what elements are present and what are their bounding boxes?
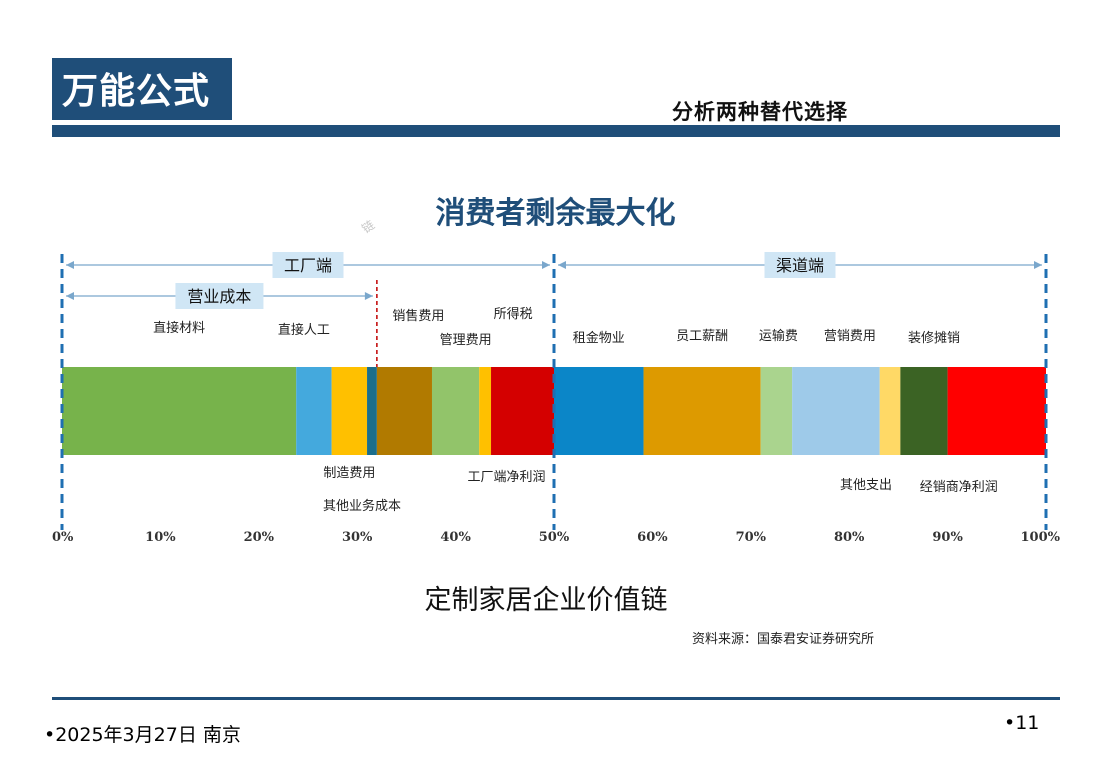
bar-segment [376, 367, 432, 455]
bar-segment [900, 367, 948, 455]
x-tick-label: 100% [1021, 530, 1061, 545]
segment-label: 其他业务成本 [323, 498, 401, 514]
span-label-box [272, 252, 344, 278]
span-arrow-head [558, 261, 566, 269]
x-tick-label: 70% [736, 530, 767, 545]
x-tick-label: 60% [637, 530, 668, 545]
bar-segment [760, 367, 793, 455]
span-arrow-head [1034, 261, 1042, 269]
x-tick-label: 50% [539, 530, 570, 545]
segment-label: 管理费用 [440, 333, 492, 348]
span-label-box [764, 252, 836, 278]
bar-segment [792, 367, 880, 455]
segment-label: 租金物业 [573, 330, 625, 346]
slide-subtitle: 分析两种替代选择 [672, 99, 848, 124]
bar-segment [879, 367, 901, 455]
segment-label: 营销费用 [824, 329, 876, 344]
header-rule [52, 125, 1060, 137]
segment-label: 装修摊销 [908, 331, 960, 346]
segment-label: 直接人工 [278, 322, 330, 338]
bar-segment [62, 367, 297, 455]
x-tick-label: 40% [440, 530, 471, 545]
x-tick-label: 0% [52, 530, 74, 545]
x-tick-label: 30% [342, 530, 373, 545]
segment-label: 经销商净利润 [920, 480, 998, 495]
segment-label: 工厂端净利润 [468, 470, 546, 485]
segment-label: 直接材料 [153, 320, 205, 336]
span-label: 营业成本 [187, 287, 251, 306]
chart-caption: 定制家居企业价值链 [424, 585, 668, 616]
x-tick-label: 90% [932, 530, 963, 545]
span-label: 工厂端 [284, 256, 332, 275]
bar-segment [491, 367, 554, 455]
bar-segment [296, 367, 332, 455]
segment-label: 其他支出 [840, 478, 892, 493]
source-note: 资料来源：国泰君安证券研究所 [692, 632, 875, 647]
page-number: •11 [1004, 712, 1040, 734]
segment-label: 所得税 [494, 306, 533, 322]
bar-segment [947, 367, 1046, 455]
bar-segment [479, 367, 492, 455]
footer-date: •2025年3月27日 南京 [44, 724, 241, 746]
bar-segment [554, 367, 644, 455]
bar-segment [367, 367, 377, 455]
span-label-box [175, 283, 264, 309]
x-tick-label: 10% [145, 530, 176, 545]
title-box [52, 58, 232, 120]
span-arrow-head [542, 261, 550, 269]
span-arrow-head [66, 261, 74, 269]
footer-rule [52, 697, 1060, 700]
bar-segment [643, 367, 761, 455]
x-tick-label: 20% [244, 530, 275, 545]
span-label: 渠道端 [776, 256, 824, 275]
segment-label: 员工薪酬 [676, 329, 728, 344]
span-arrow-head [364, 292, 373, 300]
segment-label: 运输费 [759, 328, 798, 344]
chart-title: 消费者剩余最大化 [435, 196, 676, 231]
x-tick-label: 80% [834, 530, 865, 545]
bar-segment [431, 367, 480, 455]
span-arrow-head [66, 292, 74, 300]
bar-segment [331, 367, 368, 455]
slide-title: 万能公式 [62, 71, 211, 112]
segment-label: 制造费用 [323, 466, 375, 481]
segment-label: 销售费用 [392, 308, 444, 324]
